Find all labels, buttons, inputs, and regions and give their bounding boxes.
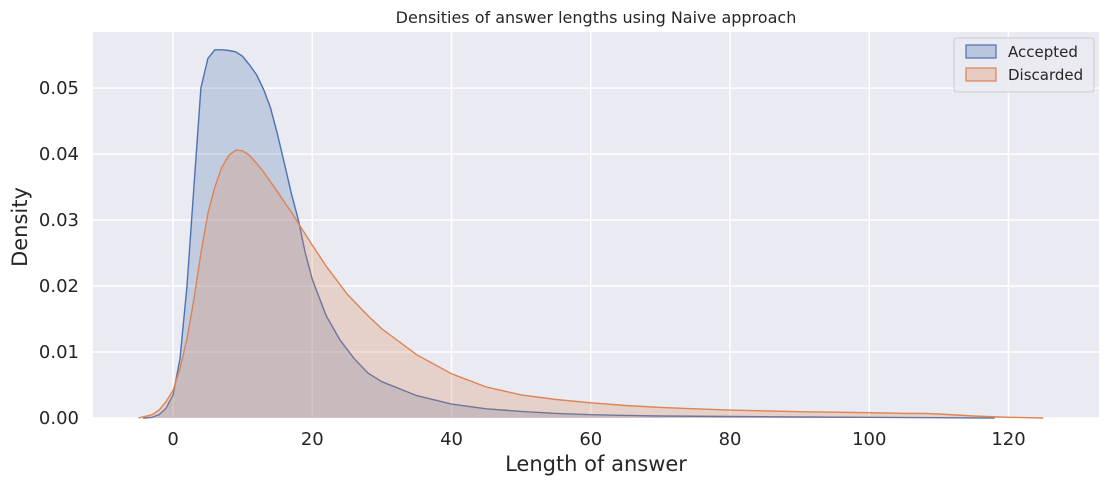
y-tick-label: 0.05: [39, 78, 79, 99]
y-axis-label: Density: [8, 187, 32, 267]
legend-label-discarded: Discarded: [1008, 66, 1083, 84]
density-fill-accepted: [143, 49, 995, 419]
density-line-accepted: [143, 49, 995, 419]
density-areas: [138, 49, 1044, 419]
legend-swatch-discarded: [965, 67, 997, 82]
x-tick-label: 80: [719, 429, 742, 450]
density-fill-discarded: [138, 150, 1044, 418]
chart-title: Densities of answer lengths using Naive …: [396, 8, 797, 27]
y-tick-label: 0.01: [39, 342, 79, 363]
x-tick-label: 120: [991, 429, 1025, 450]
x-tick-label: 60: [579, 429, 602, 450]
y-tick-label: 0.02: [39, 276, 79, 297]
legend-box: [953, 37, 1095, 93]
y-tick-label: 0.03: [39, 210, 79, 231]
tick-labels: 0 20 40 60 80 100 120 0.00 0.01 0.02 0.03 0.04 0.05: [39, 78, 1026, 450]
x-axis-label: Length of answer: [505, 452, 687, 476]
x-tick-label: 100: [852, 429, 886, 450]
y-tick-label: 0.04: [39, 144, 79, 165]
y-tick-label: 0.00: [39, 408, 79, 429]
plot-background: [93, 32, 1099, 418]
x-tick-label: 20: [301, 429, 324, 450]
x-tick-label: 0: [167, 429, 178, 450]
grid-lines: [93, 32, 1099, 419]
legend: Accepted Discarded: [953, 37, 1095, 93]
x-tick-label: 40: [440, 429, 463, 450]
legend-label-accepted: Accepted: [1008, 43, 1078, 61]
legend-swatch-accepted: [965, 44, 997, 59]
density-line-discarded: [138, 149, 1044, 419]
